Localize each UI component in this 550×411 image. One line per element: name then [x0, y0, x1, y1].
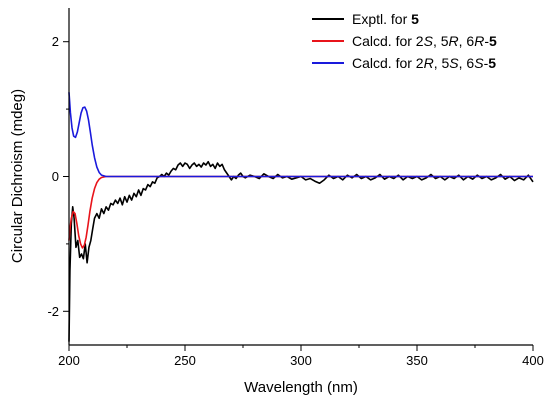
- series-line-2: [68, 92, 533, 178]
- legend-label-calcd-2r5s6s-mid1: , 5: [434, 55, 450, 71]
- legend-label-calcd-2s5r6r-mid1: , 5: [433, 33, 449, 49]
- axes: 200 250 300 350 400 -2 0 2: [47, 8, 544, 368]
- legend-label-calcd-2r5s6s-c1: R: [424, 55, 434, 71]
- legend-label-calcd-2s5r6r-mid2: , 6: [459, 33, 475, 49]
- legend-label-calcd-2r5s6s-c3: S: [474, 55, 484, 71]
- series-line-1: [68, 175, 533, 249]
- legend-label-calcd-2s5r6r: Calcd. for 2S, 5R, 6R-5: [352, 33, 497, 49]
- legend-label-calcd-2s5r6r-dash: -: [484, 33, 489, 49]
- legend-label-exptl-compound: 5: [411, 11, 419, 27]
- y-tick-label: -2: [47, 304, 59, 319]
- legend-label-calcd-2s5r6r-c2: R: [449, 33, 459, 49]
- legend-label-calcd-2r5s6s-c2: S: [449, 55, 459, 71]
- legend-label-calcd-2r5s6s-mid2: , 6: [459, 55, 475, 71]
- legend-label-calcd-2s5r6r-c1: S: [424, 33, 434, 49]
- plot-lines: [68, 92, 534, 342]
- x-tick-label: 250: [174, 353, 196, 368]
- legend-label-calcd-2s5r6r-prefix: Calcd. for 2: [352, 33, 424, 49]
- y-tick-label: 2: [52, 34, 59, 49]
- legend-label-calcd-2r5s6s-prefix: Calcd. for 2: [352, 55, 424, 71]
- legend: Exptl. for 5 Calcd. for 2S, 5R, 6R-5 Cal…: [312, 11, 497, 71]
- legend-label-calcd-2s5r6r-c3: R: [474, 33, 484, 49]
- legend-label-calcd-2s5r6r-compound: 5: [489, 33, 497, 49]
- series-line-0: [68, 160, 534, 342]
- legend-label-exptl: Exptl. for 5: [352, 11, 419, 27]
- x-tick-label: 400: [522, 353, 544, 368]
- legend-label-exptl-prefix: Exptl. for: [352, 11, 411, 27]
- x-tick-label: 200: [58, 353, 80, 368]
- y-axis-title: Circular Dichroism (mdeg): [9, 89, 26, 263]
- legend-label-calcd-2r5s6s-compound: 5: [488, 55, 496, 71]
- x-axis-title: Wavelength (nm): [244, 379, 358, 396]
- x-tick-label: 300: [290, 353, 312, 368]
- x-tick-label: 350: [406, 353, 428, 368]
- y-tick-label: 0: [52, 169, 59, 184]
- legend-label-calcd-2r5s6s-dash: -: [484, 55, 489, 71]
- legend-label-calcd-2r5s6s: Calcd. for 2R, 5S, 6S-5: [352, 55, 496, 71]
